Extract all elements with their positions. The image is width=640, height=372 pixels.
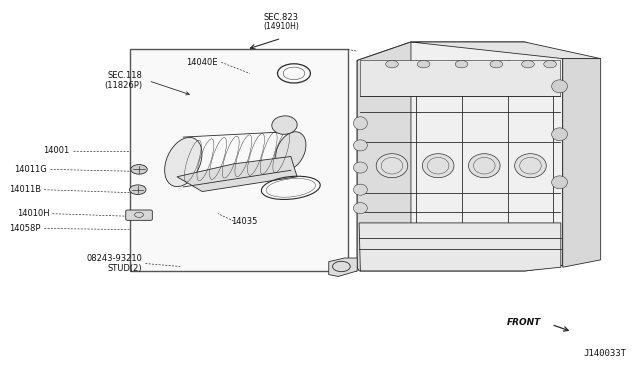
- Circle shape: [490, 61, 502, 68]
- Text: 08243-93210
STUD(2): 08243-93210 STUD(2): [86, 254, 142, 273]
- Ellipse shape: [164, 137, 202, 187]
- Text: 14001: 14001: [44, 147, 70, 155]
- Circle shape: [544, 61, 556, 68]
- Ellipse shape: [422, 154, 454, 178]
- Circle shape: [131, 164, 147, 174]
- Text: (14910H): (14910H): [264, 22, 300, 31]
- Text: J140033T: J140033T: [583, 349, 626, 358]
- Polygon shape: [359, 223, 561, 271]
- Circle shape: [522, 61, 534, 68]
- Circle shape: [417, 61, 430, 68]
- Bar: [129, 49, 348, 271]
- Text: FRONT: FRONT: [506, 318, 541, 327]
- Polygon shape: [177, 157, 297, 192]
- Ellipse shape: [515, 154, 547, 178]
- Ellipse shape: [552, 176, 568, 189]
- Polygon shape: [329, 258, 357, 276]
- Ellipse shape: [353, 140, 367, 151]
- Polygon shape: [357, 42, 411, 271]
- Ellipse shape: [272, 116, 297, 134]
- Polygon shape: [411, 42, 601, 59]
- Ellipse shape: [376, 154, 408, 178]
- Text: 14011B: 14011B: [9, 185, 41, 194]
- Ellipse shape: [276, 132, 306, 170]
- Ellipse shape: [353, 117, 367, 130]
- Polygon shape: [563, 59, 601, 267]
- Ellipse shape: [353, 203, 367, 214]
- Text: SEC.823: SEC.823: [264, 13, 299, 22]
- Bar: [360, 61, 559, 96]
- Circle shape: [455, 61, 468, 68]
- Ellipse shape: [468, 154, 500, 178]
- Text: 14058P: 14058P: [10, 224, 41, 233]
- Text: 14010H: 14010H: [17, 209, 49, 218]
- Circle shape: [129, 185, 146, 195]
- Text: 14035: 14035: [231, 217, 257, 225]
- Text: 14040E: 14040E: [187, 58, 218, 67]
- FancyBboxPatch shape: [125, 210, 152, 220]
- Ellipse shape: [552, 80, 568, 93]
- Circle shape: [386, 61, 398, 68]
- Text: 14011G: 14011G: [15, 165, 47, 174]
- Ellipse shape: [353, 162, 367, 173]
- Polygon shape: [357, 42, 563, 271]
- Text: SEC.118
(11826P): SEC.118 (11826P): [104, 71, 142, 90]
- Ellipse shape: [353, 184, 367, 195]
- Ellipse shape: [552, 128, 568, 141]
